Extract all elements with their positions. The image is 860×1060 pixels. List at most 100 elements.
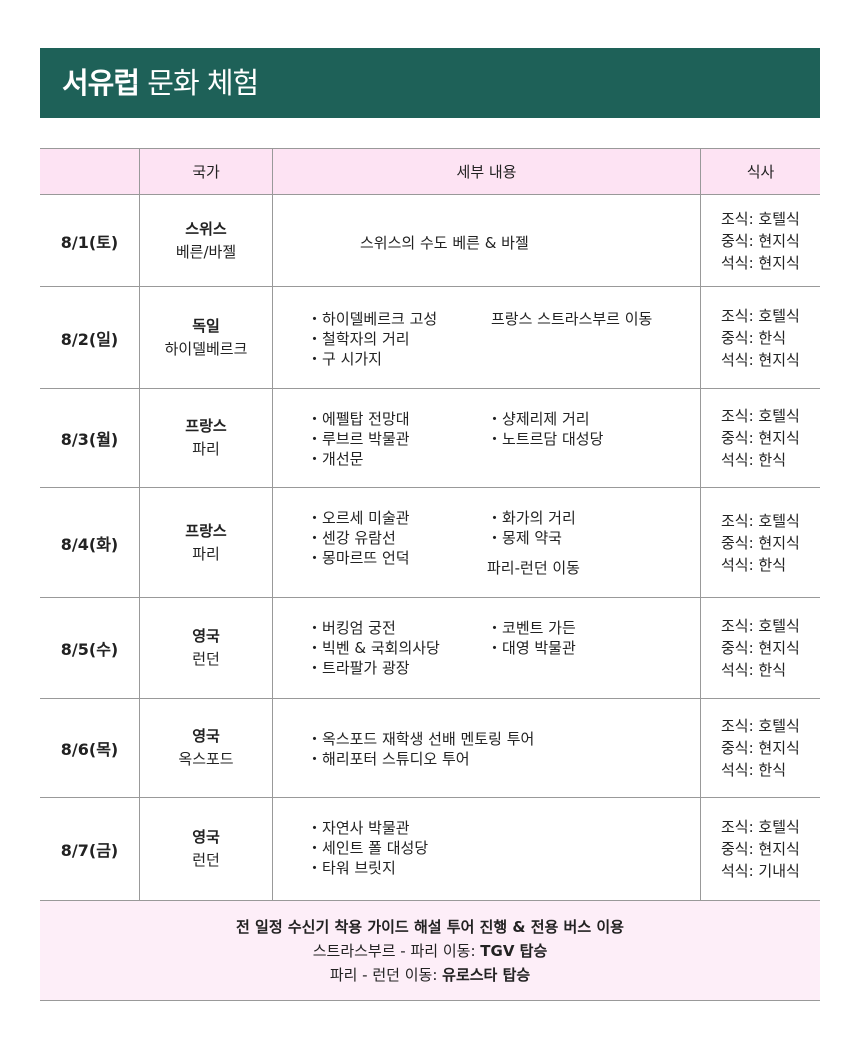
- meal-item: 조식: 호텔식: [721, 511, 800, 530]
- bullet-icon: ・: [307, 750, 323, 768]
- date-cell: 8/6(목): [40, 699, 140, 797]
- bullet-icon: ・: [307, 859, 323, 877]
- detail-item: ・센강 유람선: [307, 529, 396, 547]
- meal-item: 조식: 호텔식: [721, 717, 800, 735]
- detail-item: ・옥스포드 재학생 선배 멘토링 투어: [307, 730, 535, 748]
- country-cell: 프랑스 파리: [140, 488, 273, 597]
- date-cell: 8/7(금): [40, 798, 140, 900]
- itinerary-table: 국가 세부 내용 식사 8/1(토) 스위스 베른/바젤 스위스의 수도 베른 &…: [40, 148, 820, 1001]
- header-country: 국가: [140, 148, 273, 195]
- bullet-icon: ・: [307, 430, 323, 448]
- meal-item: 중식: 현지식: [721, 639, 800, 657]
- detail-item: ・대영 박물관: [487, 639, 576, 657]
- bullet-icon: ・: [307, 659, 323, 677]
- table-header: 국가 세부 내용 식사: [40, 148, 820, 195]
- date-cell: 8/5(수): [40, 598, 140, 698]
- details-left: ・오르세 미술관 ・센강 유람선 ・몽마르뜨 언덕: [307, 508, 410, 568]
- country-name: 영국: [192, 627, 220, 645]
- detail-item: ・타워 브릿지: [307, 859, 396, 877]
- header-date: [40, 148, 140, 195]
- city-name: 런던: [192, 650, 220, 668]
- meals-cell: 조식: 호텔식 중식: 현지식 석식: 한식: [701, 389, 820, 487]
- date-cell: 8/3(월): [40, 389, 140, 487]
- country-name: 프랑스: [185, 521, 227, 540]
- detail-item: ・노트르담 대성당: [487, 430, 604, 448]
- city-name: 하이델베르크: [164, 339, 248, 358]
- detail-item: ・화가의 거리: [487, 509, 576, 527]
- detail-item: ・버킹엄 궁전: [307, 619, 396, 637]
- city-name: 파리: [192, 440, 220, 458]
- detail-item: ・몽마르뜨 언덕: [307, 549, 410, 567]
- date-cell: 8/2(일): [40, 287, 140, 388]
- detail-item: 프랑스 스트라스부르 이동: [491, 310, 653, 328]
- meals-cell: 조식: 호텔식 중식: 한식 석식: 현지식: [701, 287, 820, 388]
- meal-item: 석식: 기내식: [721, 862, 800, 880]
- meal-item: 중식: 현지식: [721, 231, 800, 250]
- country-name: 영국: [192, 828, 220, 846]
- meal-item: 석식: 현지식: [721, 253, 800, 272]
- footer-line: 전 일정 수신기 착용 가이드 해설 투어 진행 & 전용 버스 이용: [236, 917, 624, 936]
- header-details: 세부 내용: [273, 148, 701, 195]
- detail-item: ・코벤트 가든: [487, 619, 576, 637]
- meal-item: 조식: 호텔식: [721, 209, 800, 228]
- detail-item: 스위스의 수도 베른 & 바젤: [360, 234, 529, 252]
- details-cell: ・자연사 박물관 ・세인트 폴 대성당 ・타워 브릿지: [273, 798, 701, 900]
- meal-item: 석식: 한식: [721, 451, 787, 469]
- country-cell: 영국 옥스포드: [140, 699, 273, 797]
- bullet-icon: ・: [487, 509, 503, 527]
- country-name: 독일: [192, 316, 220, 335]
- detail-item: ・구 시가지: [307, 350, 382, 368]
- details-cell: ・버킹엄 궁전 ・빅벤 & 국회의사당 ・트라팔가 광장 ・코벤트 가든 ・대영 박물관: [273, 598, 701, 698]
- country-name: 스위스: [185, 219, 227, 238]
- details-right: ・코벤트 가든 ・대영 박물관: [487, 618, 576, 658]
- detail-item: ・빅벤 & 국회의사당: [307, 639, 440, 657]
- table-row: 8/6(목) 영국 옥스포드 ・옥스포드 재학생 선배 멘토링 투어 ・해리포터 스…: [40, 699, 820, 798]
- detail-item: ・세인트 폴 대성당: [307, 839, 429, 857]
- bullet-icon: ・: [307, 529, 323, 547]
- meal-item: 석식: 한식: [721, 555, 787, 574]
- details-left: ・에펠탑 전망대 ・루브르 박물관 ・개선문: [307, 409, 410, 469]
- details-left: 스위스의 수도 베른 & 바젤: [360, 233, 529, 253]
- bullet-icon: ・: [307, 619, 323, 637]
- city-name: 런던: [192, 851, 220, 869]
- details-right: ・샹제리제 거리 ・노트르담 대성당: [487, 409, 603, 449]
- details-cell: 스위스의 수도 베른 & 바젤: [273, 195, 701, 286]
- meal-item: 석식: 한식: [721, 761, 787, 779]
- detail-item: 파리-런던 이동: [487, 559, 580, 577]
- detail-item: ・해리포터 스튜디오 투어: [307, 750, 470, 768]
- details-left: ・옥스포드 재학생 선배 멘토링 투어 ・해리포터 스튜디오 투어: [307, 729, 534, 769]
- bullet-icon: ・: [487, 410, 503, 428]
- header-meals: 식사: [746, 162, 775, 181]
- meal-item: 조식: 호텔식: [721, 617, 800, 635]
- bullet-icon: ・: [307, 549, 323, 567]
- detail-item: ・오르세 미술관: [307, 509, 410, 527]
- footer-notes: 전 일정 수신기 착용 가이드 해설 투어 진행 & 전용 버스 이용 스트라스…: [40, 901, 820, 1001]
- footer-line: 스트라스부르 - 파리 이동: TGV 탑승: [312, 941, 548, 960]
- details-left: ・버킹엄 궁전 ・빅벤 & 국회의사당 ・트라팔가 광장: [307, 618, 440, 678]
- table-row: 8/3(월) 프랑스 파리 ・에펠탑 전망대 ・루브르 박물관 ・개선문 ・샹제리제 거…: [40, 389, 820, 488]
- meal-item: 석식: 현지식: [721, 350, 800, 369]
- meal-item: 석식: 한식: [721, 661, 787, 679]
- detail-item: ・하이델베르크 고성: [307, 310, 438, 328]
- details-cell: ・옥스포드 재학생 선배 멘토링 투어 ・해리포터 스튜디오 투어: [273, 699, 701, 797]
- country-name: 영국: [192, 727, 220, 745]
- meal-item: 중식: 현지식: [721, 739, 800, 757]
- footer-line: 파리 - 런던 이동: 유로스타 탑승: [329, 965, 531, 984]
- detail-item: ・철학자의 거리: [307, 330, 410, 348]
- bullet-icon: ・: [307, 839, 323, 857]
- details-right: 프랑스 스트라스부르 이동: [491, 309, 652, 329]
- detail-item: ・몽제 약국: [487, 529, 562, 547]
- details-cell: ・에펠탑 전망대 ・루브르 박물관 ・개선문 ・샹제리제 거리 ・노트르담 대성당: [273, 389, 701, 487]
- bullet-icon: ・: [307, 410, 323, 428]
- table-row: 8/1(토) 스위스 베른/바젤 스위스의 수도 베른 & 바젤 조식: 호텔식 중…: [40, 195, 820, 287]
- table-row: 8/4(화) 프랑스 파리 ・오르세 미술관 ・센강 유람선 ・몽마르뜨 언덕 ・화가의…: [40, 488, 820, 598]
- meal-item: 중식: 현지식: [721, 429, 800, 447]
- table-row: 8/5(수) 영국 런던 ・버킹엄 궁전 ・빅벤 & 국회의사당 ・트라팔가 광장 ・코…: [40, 598, 820, 699]
